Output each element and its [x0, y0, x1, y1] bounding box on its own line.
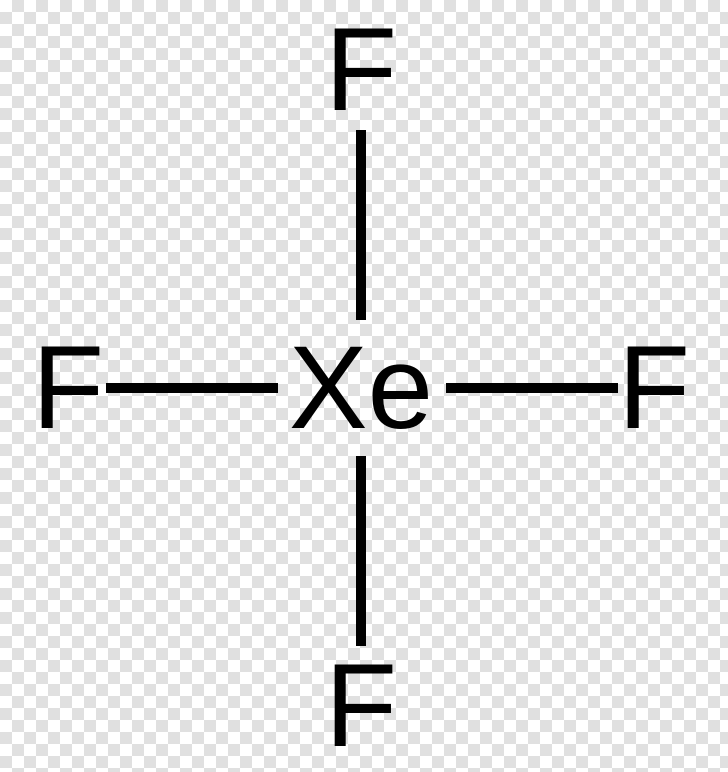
atom-bottom-f: F [325, 647, 397, 765]
bond-top [356, 130, 366, 320]
atom-left-f: F [32, 329, 104, 447]
bond-left [106, 383, 278, 393]
atom-top-f: F [325, 11, 397, 129]
bond-bottom [356, 456, 366, 646]
bond-right [446, 383, 618, 393]
atom-center-xe: Xe [289, 329, 433, 447]
atom-right-f: F [618, 329, 690, 447]
chemical-structure-diagram: Xe F F F F [0, 0, 728, 772]
